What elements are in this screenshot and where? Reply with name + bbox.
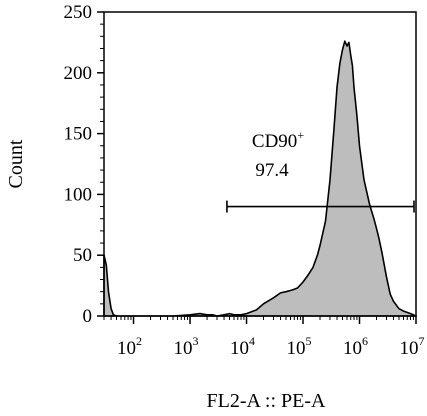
- x-tick-label: 103: [174, 334, 199, 359]
- y-tick-label: 50: [73, 245, 92, 266]
- y-tick-label: 100: [64, 184, 93, 205]
- y-tick-label: 250: [64, 2, 93, 23]
- y-tick-label: 150: [64, 124, 93, 145]
- x-tick-label: 107: [400, 334, 425, 359]
- x-tick-label: 105: [287, 334, 312, 359]
- x-tick-label: 102: [117, 334, 142, 359]
- x-axis-label: FL2-A :: PE-A: [207, 390, 326, 412]
- y-tick-label: 200: [64, 63, 93, 84]
- y-axis-label: Count: [5, 139, 27, 188]
- x-tick-label: 104: [230, 334, 255, 359]
- x-tick-label: 106: [343, 334, 368, 359]
- plot-frame: [103, 11, 417, 317]
- gate-label: CD90+: [252, 128, 304, 152]
- gate-value: 97.4: [255, 160, 289, 181]
- y-tick-label: 0: [83, 306, 93, 327]
